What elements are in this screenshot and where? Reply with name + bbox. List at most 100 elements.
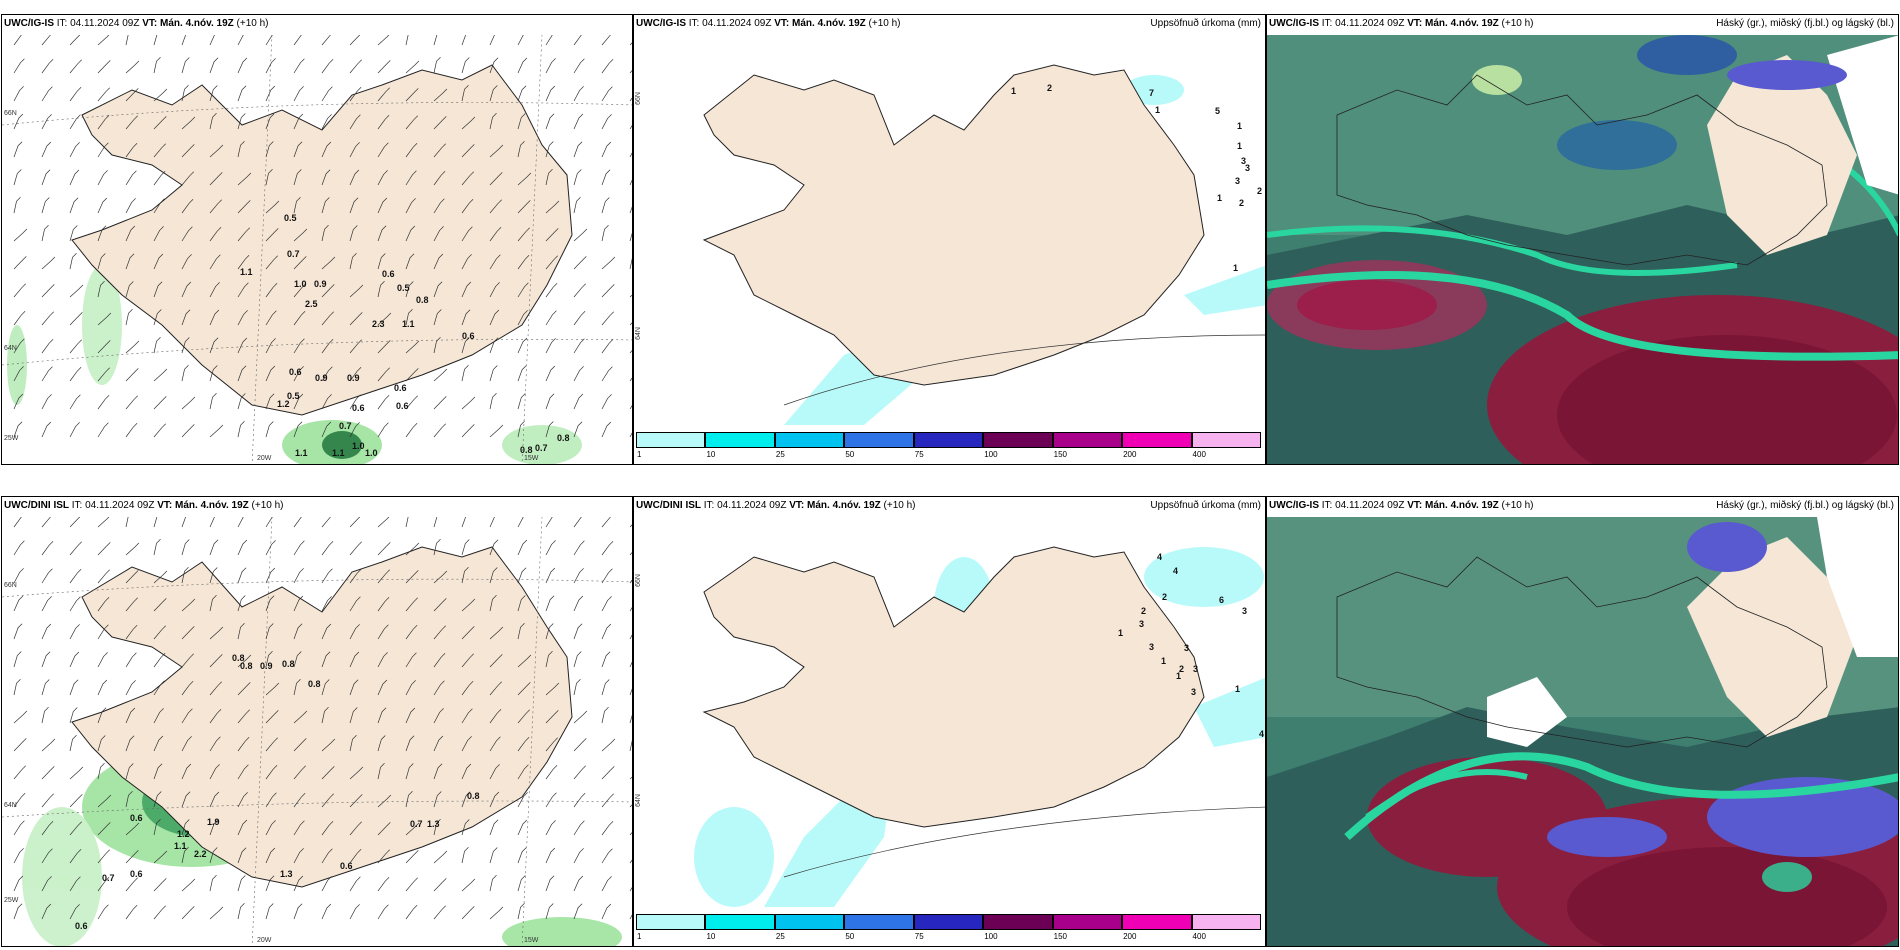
wind-barb bbox=[181, 226, 193, 242]
wind-barb bbox=[293, 875, 304, 892]
wind-barb bbox=[181, 281, 192, 298]
legend-swatch bbox=[844, 432, 914, 448]
wind-barb bbox=[461, 144, 475, 158]
wind-barb bbox=[405, 225, 416, 242]
wind-barb bbox=[237, 113, 246, 130]
value-label: 2 bbox=[1047, 83, 1053, 93]
wind-barb bbox=[13, 595, 24, 612]
legend-swatch bbox=[636, 432, 706, 448]
wind-barb bbox=[377, 849, 390, 864]
wind-barb bbox=[349, 569, 362, 584]
wind-barb bbox=[517, 227, 530, 242]
wind-barb bbox=[13, 141, 23, 158]
wind-barb bbox=[69, 707, 78, 724]
wind-barb bbox=[545, 765, 558, 780]
wind-barb bbox=[321, 311, 334, 326]
wind-barb bbox=[97, 253, 106, 270]
value-label: 3 bbox=[1184, 643, 1190, 653]
wind-barb bbox=[41, 366, 53, 382]
wind-barb bbox=[97, 597, 110, 612]
wind-barb bbox=[461, 424, 475, 438]
wind-barb bbox=[461, 517, 467, 528]
wind-barb bbox=[517, 654, 532, 668]
wind-barb bbox=[461, 626, 475, 640]
wind-barb bbox=[237, 255, 250, 270]
wind-barb bbox=[405, 707, 416, 724]
wind-barb bbox=[181, 365, 189, 382]
wind-barb bbox=[601, 141, 612, 158]
wind-barb bbox=[545, 792, 557, 808]
wind-barb bbox=[13, 710, 28, 724]
wind-barb bbox=[209, 282, 220, 298]
wind-barb bbox=[293, 738, 307, 752]
value-label: 1 bbox=[1155, 105, 1161, 115]
wind-barb bbox=[489, 144, 504, 158]
wind-barb bbox=[41, 793, 54, 808]
value-label: 0.6 bbox=[75, 921, 88, 931]
wind-barb bbox=[461, 708, 473, 724]
value-label: 0.5 bbox=[284, 213, 297, 223]
wind-barb bbox=[237, 623, 245, 640]
wind-barb bbox=[97, 170, 108, 186]
wind-barb bbox=[153, 819, 161, 836]
wind-barb bbox=[321, 541, 334, 556]
wind-barb bbox=[433, 517, 438, 528]
wind-barb bbox=[405, 143, 418, 158]
wind-barb bbox=[601, 197, 610, 214]
wind-barb bbox=[181, 878, 196, 892]
value-label: 0.7 bbox=[535, 443, 548, 453]
value-label: 1.1 bbox=[295, 448, 308, 458]
wind-barb bbox=[433, 791, 442, 808]
wind-barb bbox=[69, 541, 82, 556]
wind-barb bbox=[13, 568, 24, 584]
wind-barb bbox=[601, 876, 612, 892]
wind-barb bbox=[349, 624, 360, 640]
wind-barb bbox=[461, 847, 469, 864]
wind-barb bbox=[125, 198, 136, 214]
wind-barb bbox=[41, 421, 52, 438]
wind-barb bbox=[349, 541, 362, 556]
wind-barb bbox=[265, 169, 273, 186]
legend-swatch bbox=[983, 914, 1053, 930]
wind-barb bbox=[153, 570, 168, 584]
wind-barb bbox=[153, 539, 161, 556]
wind-barb bbox=[97, 763, 105, 780]
lon-label: 15W bbox=[524, 455, 539, 462]
wind-barb bbox=[265, 765, 278, 780]
wind-barb bbox=[321, 256, 336, 270]
wind-barb bbox=[349, 735, 357, 752]
wind-barb bbox=[461, 199, 474, 214]
lon-label: 20W bbox=[257, 937, 272, 944]
wind-barb bbox=[349, 651, 360, 668]
wind-barb bbox=[573, 793, 586, 808]
wind-barb bbox=[293, 228, 308, 242]
wind-barb bbox=[265, 875, 275, 892]
wind-barb bbox=[41, 848, 53, 864]
legend-swatch bbox=[844, 914, 914, 930]
wind-barb bbox=[517, 421, 525, 438]
legend-tick: 75 bbox=[914, 450, 924, 459]
wind-barb bbox=[629, 257, 632, 270]
iceland-landmass bbox=[71, 546, 573, 888]
value-label: 0.8 bbox=[232, 653, 245, 663]
wind-barb bbox=[601, 35, 611, 46]
wind-barb bbox=[377, 517, 390, 528]
value-label: 3 bbox=[1139, 619, 1145, 629]
wind-barb bbox=[125, 368, 139, 382]
legend-tick: 400 bbox=[1192, 932, 1206, 941]
wind-barb bbox=[377, 60, 391, 74]
value-label: 0.7 bbox=[410, 819, 423, 829]
value-label: 0.6 bbox=[352, 403, 365, 413]
wind-barb bbox=[41, 679, 50, 696]
wind-barb bbox=[489, 393, 497, 410]
wind-barb bbox=[237, 903, 245, 920]
wind-barb bbox=[321, 568, 333, 584]
wind-barb bbox=[377, 542, 391, 556]
wind-barb bbox=[601, 707, 609, 724]
wind-barb bbox=[181, 847, 189, 864]
wind-barb bbox=[209, 736, 221, 752]
wind-barb bbox=[349, 904, 360, 920]
lat-label: 66N bbox=[634, 574, 642, 587]
value-label: 0.6 bbox=[382, 269, 395, 279]
wind-barb bbox=[97, 517, 110, 528]
